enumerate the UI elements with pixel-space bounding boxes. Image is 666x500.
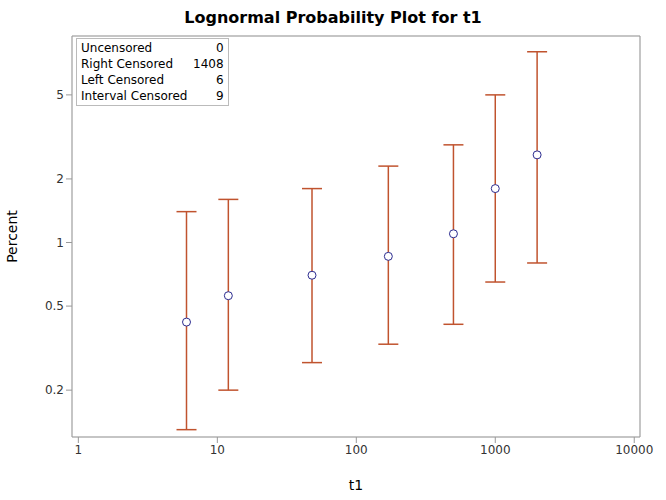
svg-text:t1: t1 bbox=[349, 477, 363, 493]
svg-text:Percent: Percent bbox=[8, 210, 20, 263]
svg-text:1: 1 bbox=[75, 443, 83, 457]
svg-text:1000: 1000 bbox=[480, 443, 511, 457]
html-text:1408: 1408 bbox=[193, 57, 224, 71]
svg-text:0.5: 0.5 bbox=[45, 299, 64, 313]
html-text:6: 6 bbox=[216, 73, 224, 87]
html-text:Lognormal Probability Plot for: Lognormal Probability Plot for t1 bbox=[184, 8, 482, 27]
svg-text:10000: 10000 bbox=[615, 443, 653, 457]
html-text:9: 9 bbox=[216, 89, 224, 103]
html-text:Uncensored: Uncensored bbox=[81, 41, 153, 55]
html-text:Interval Censored: Interval Censored bbox=[81, 89, 188, 103]
svg-text:5: 5 bbox=[56, 88, 64, 102]
html-text:Left Censored: Left Censored bbox=[81, 73, 164, 87]
svg-text:1: 1 bbox=[56, 236, 64, 250]
html-text:Right Censored: Right Censored bbox=[81, 57, 173, 71]
svg-text:2: 2 bbox=[56, 172, 64, 186]
svg-text:100: 100 bbox=[345, 443, 368, 457]
html-text:0: 0 bbox=[216, 41, 224, 55]
svg-text:10: 10 bbox=[210, 443, 225, 457]
svg-text:0.2: 0.2 bbox=[45, 383, 64, 397]
